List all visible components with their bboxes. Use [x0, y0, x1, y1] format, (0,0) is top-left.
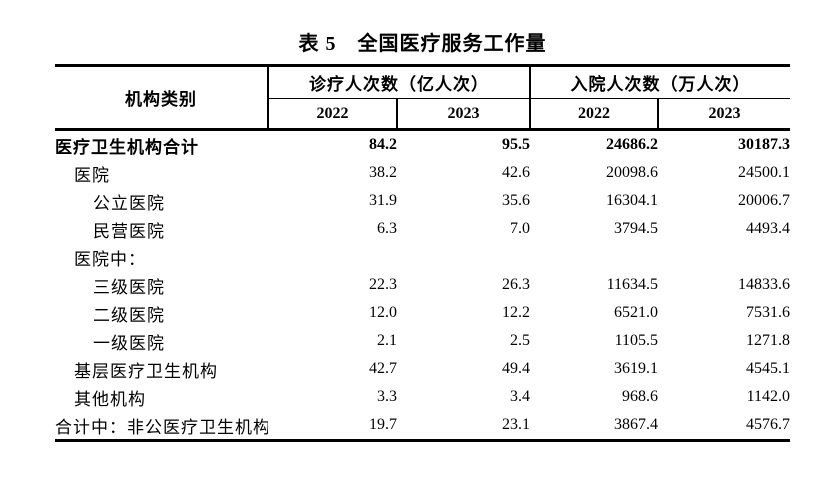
row-value: 1271.8 — [746, 332, 790, 349]
row-value: 6.3 — [377, 220, 397, 237]
row-value: 968.6 — [622, 388, 658, 405]
row-value — [530, 243, 658, 271]
column-header-outpatient-2022: 2022 — [268, 98, 398, 131]
row-value: 49.4 — [502, 360, 530, 377]
row-value: 22.3 — [369, 276, 397, 293]
table-body: 医疗卫生机构合计 84.2 95.5 24686.2 30187.3 医院 38… — [55, 130, 790, 442]
table-row: 公立医院 31.9 35.6 16304.1 20006.7 — [55, 187, 790, 215]
column-group-outpatient-visits: 诊疗人次数（亿人次） — [268, 64, 531, 99]
row-value: 4493.4 — [746, 220, 790, 237]
row-value: 35.6 — [502, 192, 530, 209]
row-label: 一级医院 — [93, 333, 165, 353]
row-value — [268, 243, 397, 271]
row-value: 38.2 — [369, 164, 397, 181]
table-row: 一级医院 2.1 2.5 1105.5 1271.8 — [55, 327, 790, 355]
row-value: 14833.6 — [738, 276, 790, 293]
row-value: 3794.5 — [614, 220, 658, 237]
table-row: 医疗卫生机构合计 84.2 95.5 24686.2 30187.3 — [55, 130, 790, 160]
row-value: 19.7 — [268, 411, 397, 442]
row-value: 2.5 — [510, 332, 530, 349]
row-value: 1105.5 — [614, 332, 658, 349]
row-label: 基层医疗卫生机构 — [74, 361, 218, 381]
row-label: 其他机构 — [74, 389, 146, 409]
row-value: 24686.2 — [606, 136, 658, 153]
table-row: 其他机构 3.3 3.4 968.6 1142.0 — [55, 383, 790, 411]
table-row: 医院 38.2 42.6 20098.6 24500.1 — [55, 159, 790, 187]
national-medical-service-table: 机构类别 诊疗人次数（亿人次） 入院人次数（万人次） 2022 2023 202… — [55, 64, 790, 442]
row-label: 二级医院 — [93, 305, 165, 325]
row-value: 20006.7 — [738, 192, 790, 209]
row-value: 11634.5 — [606, 276, 658, 293]
column-header-inpatient-2022: 2022 — [530, 98, 659, 131]
row-value: 20098.6 — [606, 164, 658, 181]
row-value: 3867.4 — [530, 411, 658, 442]
column-header-inpatient-2023: 2023 — [658, 98, 790, 131]
row-value: 3619.1 — [614, 360, 658, 377]
row-value: 23.1 — [397, 411, 530, 442]
row-value: 12.2 — [502, 304, 530, 321]
row-value: 1142.0 — [746, 388, 790, 405]
row-label: 民营医院 — [93, 221, 165, 241]
row-value: 2.1 — [377, 332, 397, 349]
row-value: 16304.1 — [606, 192, 658, 209]
row-label: 合计中：非公医疗卫生机构 — [55, 411, 268, 442]
row-value: 84.2 — [369, 136, 397, 153]
row-label: 三级医院 — [93, 277, 165, 297]
row-value: 4545.1 — [746, 360, 790, 377]
row-label: 医院 — [74, 165, 110, 185]
row-label: 医疗卫生机构合计 — [55, 137, 199, 157]
table-row: 医院中： — [55, 243, 790, 271]
row-value: 30187.3 — [738, 136, 790, 153]
table-row: 合计中：非公医疗卫生机构 19.7 23.1 3867.4 4576.7 — [55, 411, 790, 442]
row-value: 12.0 — [369, 304, 397, 321]
table-row: 三级医院 22.3 26.3 11634.5 14833.6 — [55, 271, 790, 299]
row-value: 7531.6 — [746, 304, 790, 321]
row-value: 6521.0 — [614, 304, 658, 321]
row-value: 42.6 — [502, 164, 530, 181]
row-value: 4576.7 — [658, 411, 790, 442]
row-value — [658, 243, 790, 271]
row-value: 26.3 — [502, 276, 530, 293]
table-title: 表 5 全国医疗服务工作量 — [298, 33, 547, 55]
row-value: 7.0 — [510, 220, 530, 237]
header-group-row: 机构类别 诊疗人次数（亿人次） 入院人次数（万人次） — [55, 64, 790, 131]
row-label: 公立医院 — [93, 193, 165, 213]
row-value: 31.9 — [369, 192, 397, 209]
row-value: 24500.1 — [738, 164, 790, 181]
row-value: 42.7 — [369, 360, 397, 377]
table-header: 机构类别 诊疗人次数（亿人次） 入院人次数（万人次） 2022 2023 202… — [55, 64, 790, 131]
column-group-inpatient-admissions: 入院人次数（万人次） — [530, 64, 790, 99]
header-year-row: 2022 2023 2022 2023 — [55, 98, 790, 131]
row-value — [397, 243, 530, 271]
table-row: 二级医院 12.0 12.2 6521.0 7531.6 — [55, 299, 790, 327]
column-header-category: 机构类别 — [55, 64, 269, 131]
table-row: 基层医疗卫生机构 42.7 49.4 3619.1 4545.1 — [55, 355, 790, 383]
table-row: 民营医院 6.3 7.0 3794.5 4493.4 — [55, 215, 790, 243]
row-value: 3.4 — [510, 388, 530, 405]
row-value: 3.3 — [377, 388, 397, 405]
row-value: 95.5 — [502, 136, 530, 153]
column-header-outpatient-2023: 2023 — [397, 98, 531, 131]
row-label: 医院中： — [74, 249, 146, 269]
